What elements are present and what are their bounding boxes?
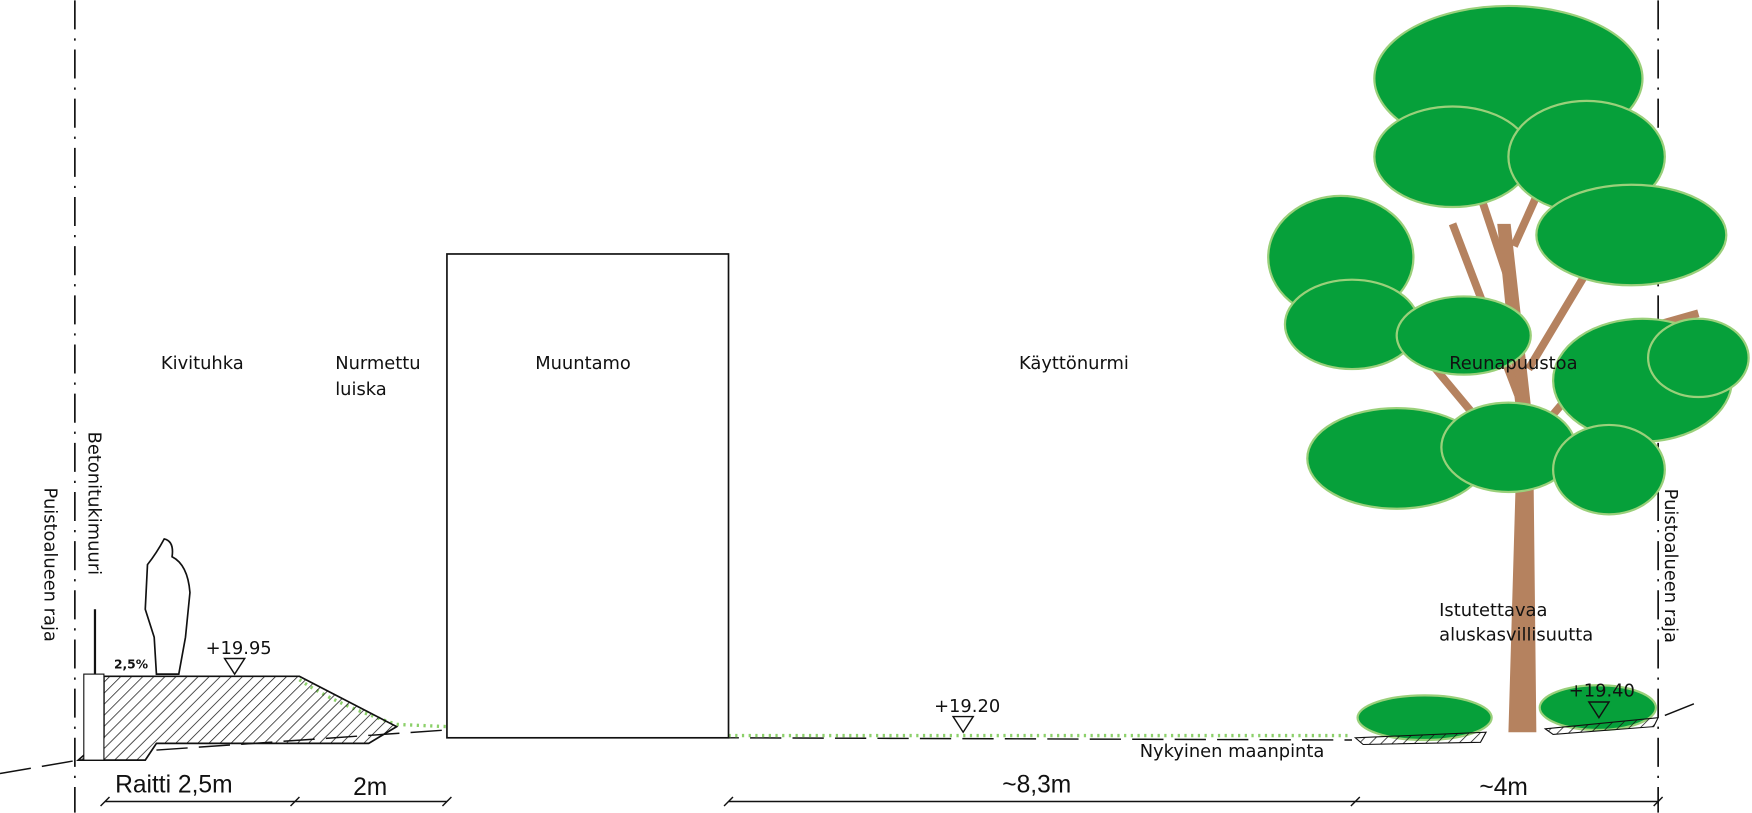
transformer-building [446, 253, 730, 739]
planting-bed [1353, 717, 1660, 746]
elevation-label: +19.40 [1569, 680, 1635, 701]
dimension-label: 2m [353, 774, 387, 801]
elevation-label: +19.20 [934, 696, 1000, 717]
boundary-label: Puistoalueen raja [40, 488, 61, 642]
zone-label: Käyttönurmi [1019, 353, 1129, 374]
zone-label: luiska [335, 379, 387, 400]
zone-label: Muuntamo [535, 353, 631, 374]
path-structure [75, 675, 399, 761]
wall-label: Betonitukimuuri [83, 432, 104, 575]
planting-label: Istutettavaa [1439, 600, 1547, 621]
retaining-wall [83, 673, 105, 761]
planting-label: aluskasvillisuutta [1439, 625, 1593, 646]
dimension-label: Raitti 2,5m [115, 772, 232, 799]
elevation-markers [223, 657, 1611, 734]
person [144, 537, 191, 675]
boundary-label: Puistoalueen raja [1660, 489, 1681, 643]
shrubs [1356, 684, 1658, 742]
elevation-label: +19.95 [206, 638, 272, 659]
zone-label: Kivituhka [161, 353, 244, 374]
dimension-label: ~4m [1479, 774, 1528, 801]
tree [1267, 4, 1750, 733]
slope-label: 2,5% [114, 658, 148, 672]
ground-label: Nykyinen maanpinta [1140, 741, 1325, 762]
dimension-label: ~8,3m [1002, 772, 1071, 799]
dimension-line [100, 796, 1664, 807]
zone-label: Reunapuustoa [1449, 353, 1577, 374]
zone-label: Nurmettu [335, 353, 420, 374]
